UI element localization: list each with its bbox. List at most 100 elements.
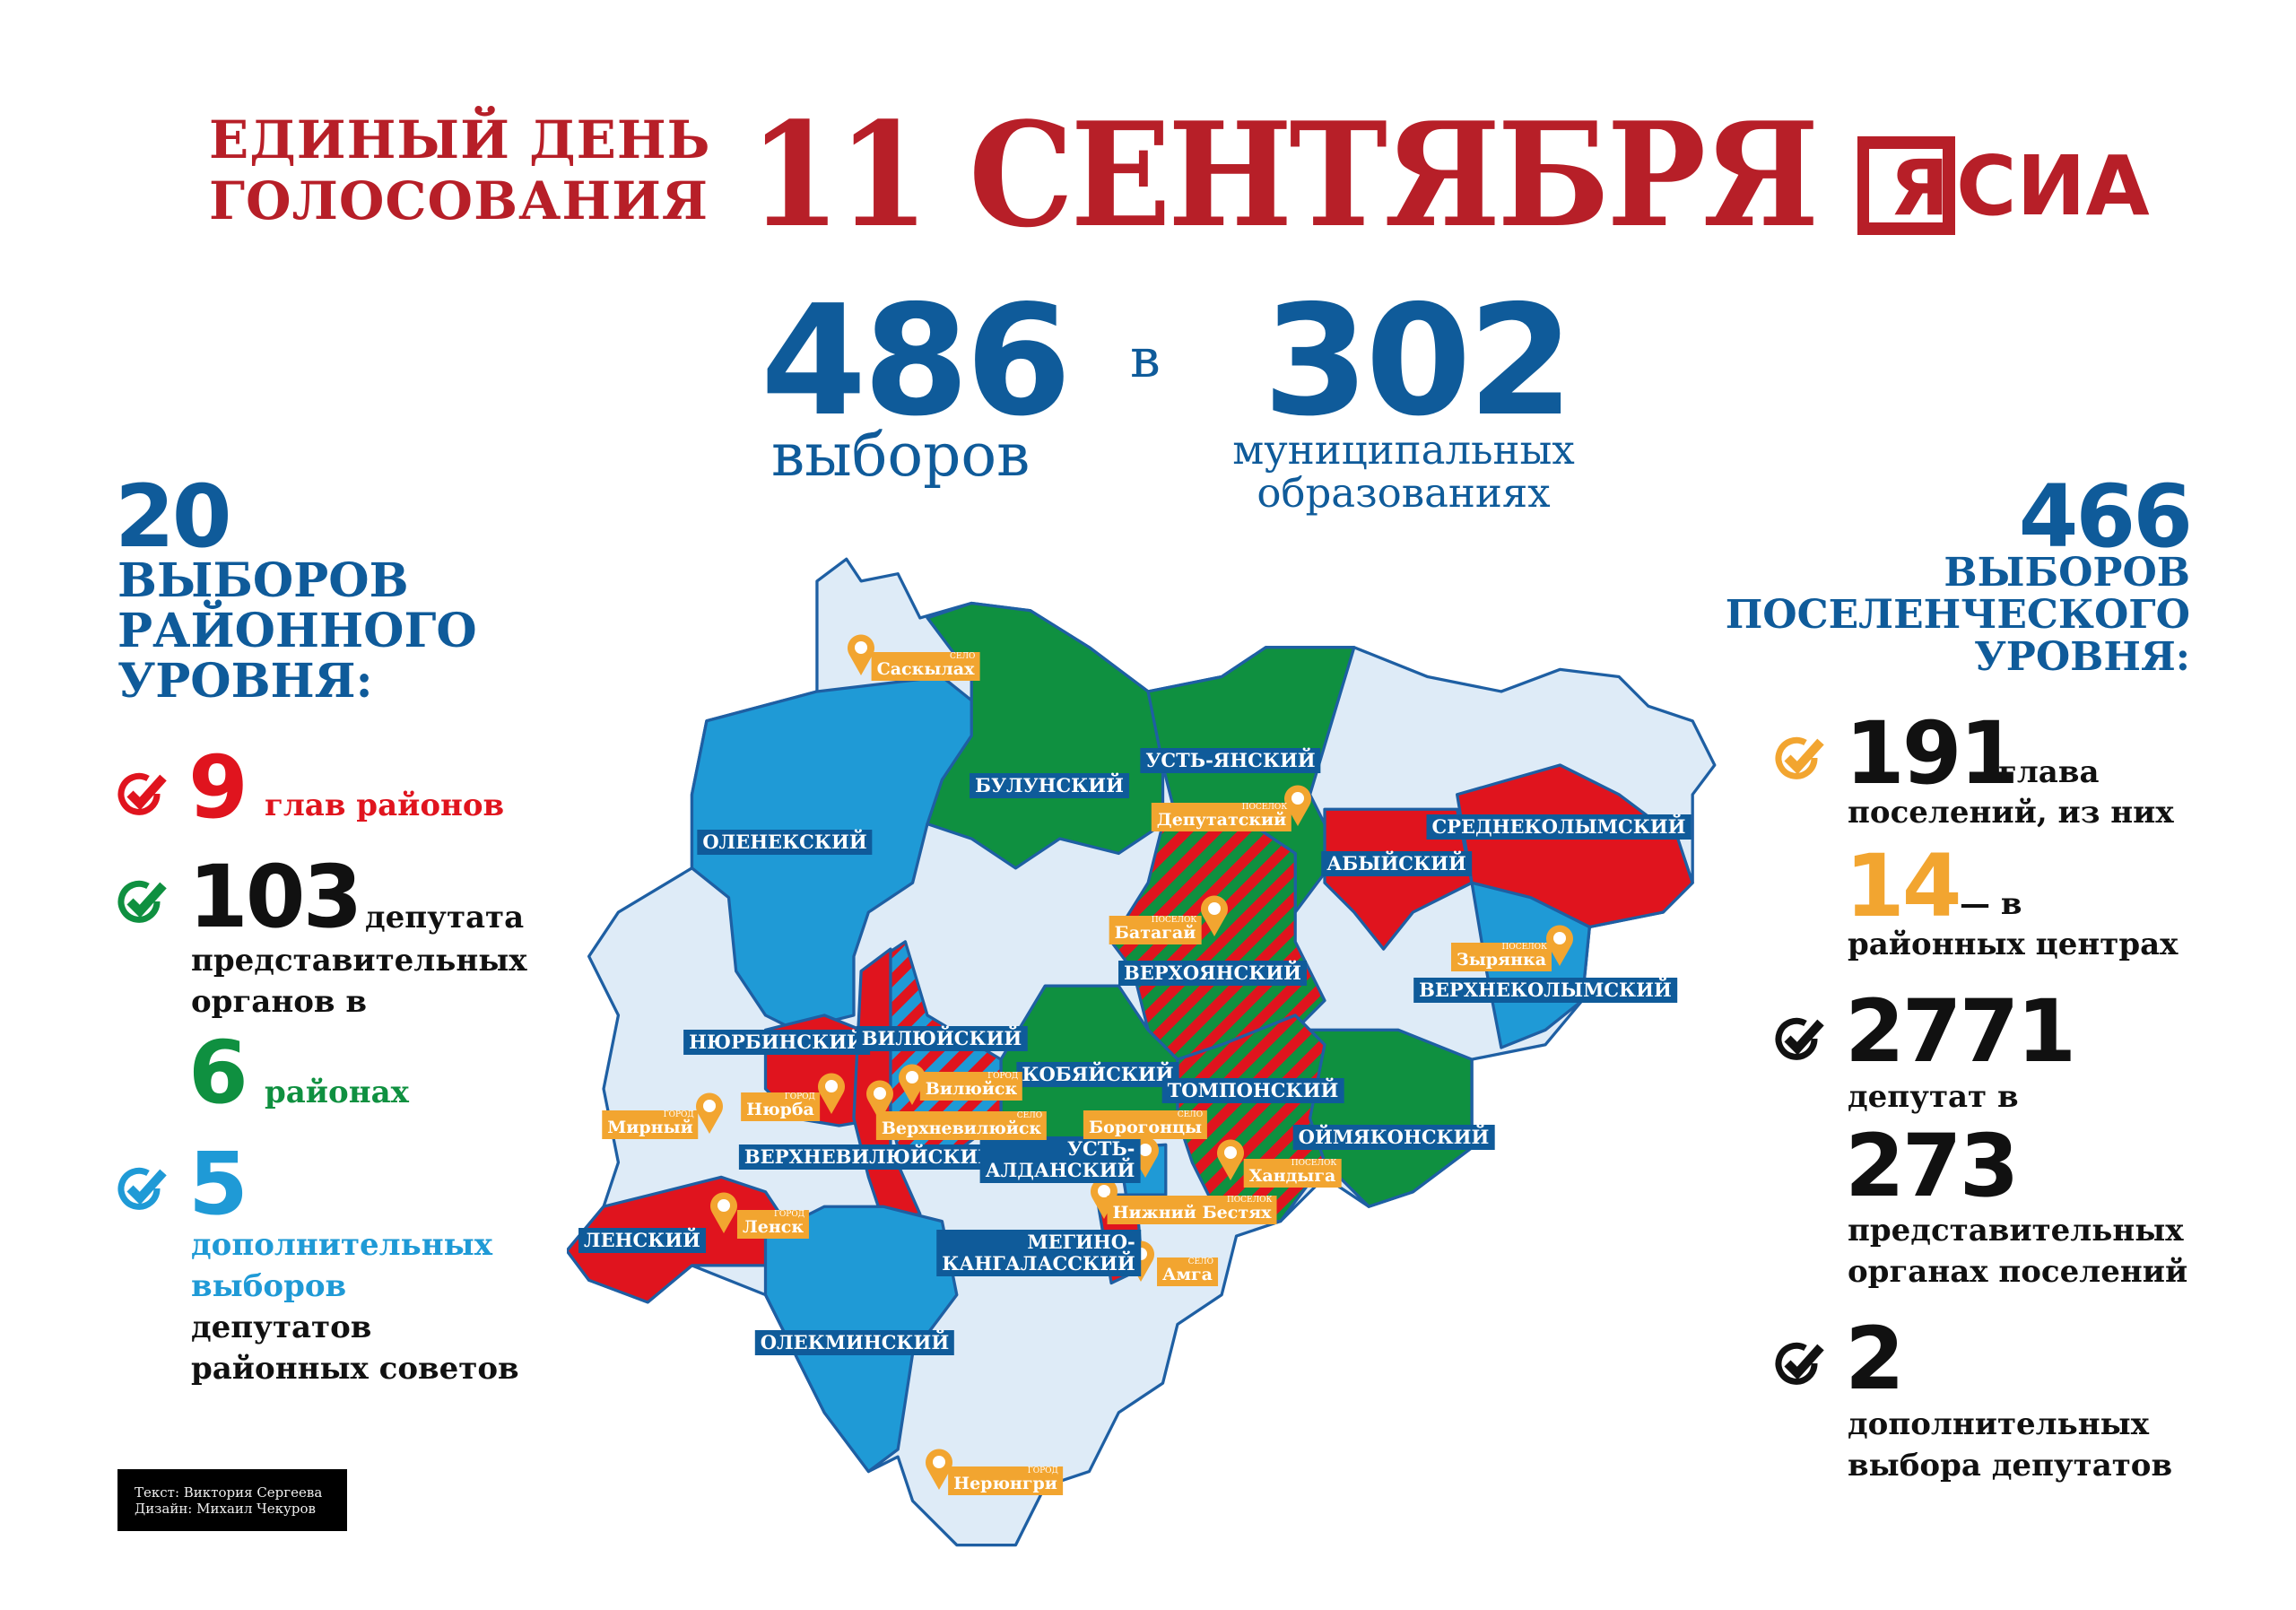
district-label[interactable]: ВЕРХОЯНСКИЙ xyxy=(1118,961,1307,986)
map-pin-icon[interactable] xyxy=(1215,1138,1246,1181)
map-pin-icon[interactable] xyxy=(1199,894,1230,937)
additional-desc: дополнительных выборов депутатов районны… xyxy=(191,1224,519,1389)
district-label[interactable]: УСТЬ-ЯНСКИЙ xyxy=(1140,748,1321,773)
map-pin-icon[interactable] xyxy=(924,1448,954,1491)
heading-line: РАЙОННОГО xyxy=(117,604,477,658)
city-label[interactable]: город Вилюйск xyxy=(919,1072,1023,1101)
yasia-logo: Я СИА xyxy=(1857,135,2198,236)
logo-mark-icon: Я СИА xyxy=(1857,136,2150,235)
city-label[interactable]: поселок Депутатский xyxy=(1151,803,1292,831)
municipalities-label: муниципальных образованиях xyxy=(1229,429,1578,515)
district-label[interactable]: УСТЬ- АЛДАНСКИЙ xyxy=(979,1136,1141,1183)
settlement-type: город xyxy=(1027,1466,1058,1475)
district-label[interactable]: БУЛУНСКИЙ xyxy=(970,773,1129,798)
city-label[interactable]: поселок Батагай xyxy=(1109,916,1202,944)
settlement-type: город xyxy=(987,1072,1019,1081)
desc-line: представительных xyxy=(191,943,527,979)
check-circle-icon xyxy=(1775,736,1824,779)
heading-line: УРОВНЯ: xyxy=(1974,634,2190,680)
district-label[interactable]: АБЫЙСКИЙ xyxy=(1321,851,1472,876)
city-label[interactable]: село Борогонцы xyxy=(1083,1110,1208,1139)
desc-line: выбора депутатов xyxy=(1848,1448,2173,1484)
district-label[interactable]: ОЙМЯКОНСКИЙ xyxy=(1292,1125,1495,1150)
settlement-type: село xyxy=(950,652,976,661)
heads-settlement-count: 191 xyxy=(1845,703,2019,804)
city-name: Зырянка xyxy=(1456,950,1547,970)
settlement-type: поселок xyxy=(1291,1159,1337,1168)
check-circle-icon xyxy=(117,880,167,923)
settlement-type: поселок xyxy=(1151,916,1197,925)
heads-count: 9 xyxy=(188,737,248,838)
district-label[interactable]: НЮРБИНСКИЙ xyxy=(683,1030,870,1055)
map-pin-icon[interactable] xyxy=(1544,924,1575,967)
city-name: Депутатский xyxy=(1156,810,1287,830)
settlement-type: город xyxy=(663,1110,694,1119)
settlement-type: село xyxy=(1016,1111,1043,1120)
city-label[interactable]: поселок Нижний Бестях xyxy=(1107,1196,1277,1224)
svg-text:Я: Я xyxy=(1890,144,1949,233)
city-label[interactable]: город Мирный xyxy=(602,1110,699,1139)
heads-label: глав районов xyxy=(265,788,505,823)
city-label[interactable]: село Верхневилюйск xyxy=(875,1111,1048,1140)
district-label[interactable]: ОЛЕКМИНСКИЙ xyxy=(754,1330,955,1355)
settlement-type: город xyxy=(784,1092,815,1101)
district-label[interactable]: ЛЕНСКИЙ xyxy=(578,1228,706,1253)
district-centers-label: районных центрах xyxy=(1848,927,2179,962)
city-label[interactable]: город Нюрба xyxy=(741,1092,820,1121)
settlement-type: село xyxy=(1187,1258,1213,1266)
city-name: Верхневилюйск xyxy=(881,1118,1042,1138)
heading-line: ПОСЕЛЕНЧЕСКОГО xyxy=(1725,592,2190,638)
map-pin-icon[interactable] xyxy=(865,1079,895,1122)
credits-box: Текст: Виктория Сергеева Дизайн: Михаил … xyxy=(117,1469,347,1531)
districts-label: районах xyxy=(265,1075,409,1110)
subtitle-line-1: ЕДИНЫЙ ДЕНЬ xyxy=(209,109,711,170)
heading-line: ВЫБОРОВ xyxy=(117,553,409,608)
city-name: Амга xyxy=(1162,1265,1213,1284)
deputies-desc: представительных органов в xyxy=(191,940,527,1023)
city-label[interactable]: город Нерюнгри xyxy=(948,1466,1063,1495)
city-label[interactable]: поселок Зырянка xyxy=(1450,943,1552,971)
city-name: Вилюйск xyxy=(925,1079,1018,1099)
check-circle-icon xyxy=(117,1167,167,1210)
credits-text-author: Текст: Виктория Сергеева xyxy=(135,1484,323,1501)
map-pin-icon[interactable] xyxy=(1089,1177,1119,1220)
settlement-deputies-label: депутат в xyxy=(1848,1079,2019,1115)
city-name: Хандыга xyxy=(1248,1166,1336,1186)
district-centers-connector: — в xyxy=(1960,886,2022,922)
district-label[interactable]: ТОМПОНСКИЙ xyxy=(1161,1078,1344,1103)
district-elections-heading: ВЫБОРОВ РАЙОННОГО УРОВНЯ: xyxy=(117,556,477,707)
desc-line: дополнительных xyxy=(1848,1406,2149,1442)
map-pin-icon[interactable] xyxy=(897,1063,927,1106)
settlement-additional-count: 2 xyxy=(1845,1309,1905,1409)
connector-text: в xyxy=(1130,327,1161,390)
district-label[interactable]: СРЕДНЕКОЛЫМСКИЙ xyxy=(1426,814,1692,840)
settlement-type: поселок xyxy=(1501,943,1548,952)
district-label[interactable]: ОЛЕНЕКСКИЙ xyxy=(697,830,873,855)
city-label[interactable]: поселок Хандыга xyxy=(1243,1159,1342,1188)
map-pin-icon[interactable] xyxy=(816,1072,847,1115)
map-pin-icon[interactable] xyxy=(709,1191,739,1234)
district-label[interactable]: КОБЯЙСКИЙ xyxy=(1016,1062,1179,1087)
district-label[interactable]: МЕГИНО- КАНГАЛАССКИЙ xyxy=(936,1230,1141,1276)
city-label[interactable]: село Саскылах xyxy=(871,652,980,681)
additional-count: 5 xyxy=(188,1134,248,1234)
muni-line-1: муниципальных xyxy=(1232,426,1575,474)
district-label[interactable]: ВИЛЮЙСКИЙ xyxy=(856,1026,1028,1051)
desc-line: органов в xyxy=(191,984,367,1020)
district-label[interactable]: ВЕРХНЕВИЛЮЙСКИЙ xyxy=(738,1144,1002,1170)
city-name: Батагай xyxy=(1114,923,1196,943)
settlement-bodies-label: представительных органах поселений xyxy=(1848,1210,2187,1292)
check-circle-icon xyxy=(1775,1342,1824,1385)
map-pin-icon[interactable] xyxy=(694,1092,725,1135)
elections-label: выборов xyxy=(771,421,1031,490)
heads-settlement-label: глава xyxy=(1998,754,2100,790)
check-circle-icon xyxy=(1775,1017,1824,1060)
map-pin-icon[interactable] xyxy=(1283,784,1313,827)
city-label[interactable]: село Амга xyxy=(1157,1258,1218,1286)
district-label[interactable]: ВЕРХНЕКОЛЫМСКИЙ xyxy=(1413,978,1677,1003)
desc-line: органах поселений xyxy=(1848,1254,2188,1290)
city-name: Нюрба xyxy=(746,1100,814,1119)
desc-line: депутатов xyxy=(191,1310,372,1345)
map-pin-icon[interactable] xyxy=(846,633,876,676)
city-label[interactable]: город Ленск xyxy=(736,1210,810,1239)
